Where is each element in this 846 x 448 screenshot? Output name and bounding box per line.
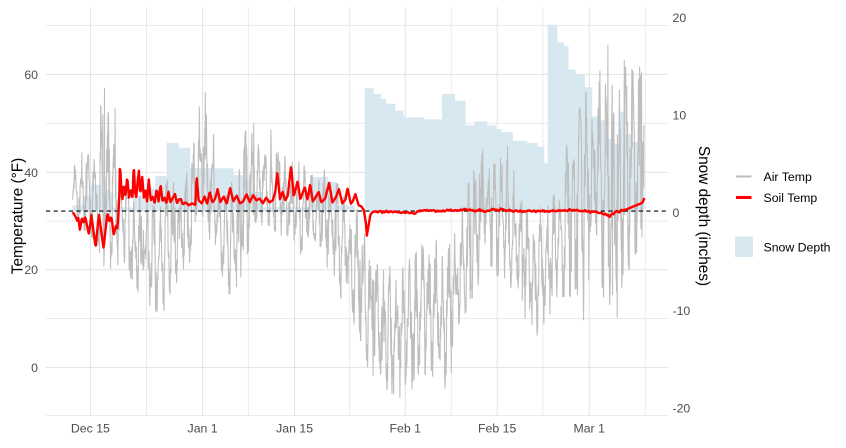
svg-text:40: 40 (24, 166, 38, 180)
svg-text:Dec 15: Dec 15 (71, 422, 110, 436)
svg-text:Snow depth (inches): Snow depth (inches) (695, 146, 712, 286)
svg-text:Feb 15: Feb 15 (478, 422, 516, 436)
svg-text:Air Temp: Air Temp (764, 170, 812, 184)
svg-text:Jan 1: Jan 1 (188, 422, 218, 436)
svg-text:20: 20 (673, 11, 687, 25)
svg-text:Feb 1: Feb 1 (389, 422, 421, 436)
svg-text:Snow Depth: Snow Depth (764, 241, 831, 255)
svg-text:0: 0 (673, 206, 680, 220)
svg-text:-10: -10 (673, 304, 691, 318)
svg-text:20: 20 (24, 263, 38, 277)
svg-text:Temperature (°F): Temperature (°F) (10, 158, 27, 274)
svg-text:10: 10 (673, 108, 687, 122)
svg-text:60: 60 (24, 68, 38, 82)
svg-text:0: 0 (31, 361, 38, 375)
svg-text:Mar 1: Mar 1 (573, 422, 605, 436)
svg-text:Soil Temp: Soil Temp (764, 191, 818, 205)
svg-text:-20: -20 (673, 402, 691, 416)
svg-text:Jan 15: Jan 15 (276, 422, 313, 436)
